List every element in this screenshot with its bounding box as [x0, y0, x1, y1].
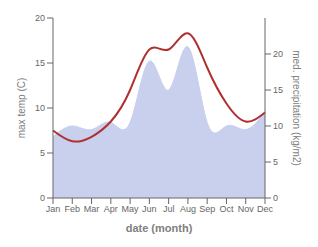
svg-text:Jun: Jun: [142, 204, 157, 214]
svg-text:med. precipitation (kg/m2): med. precipitation (kg/m2): [291, 50, 302, 166]
svg-text:Sep: Sep: [199, 204, 215, 214]
svg-text:max temp (C): max temp (C): [16, 78, 27, 139]
svg-text:0: 0: [273, 193, 278, 203]
svg-text:Mar: Mar: [84, 204, 100, 214]
svg-text:15: 15: [273, 85, 283, 95]
svg-text:15: 15: [35, 58, 45, 68]
svg-text:5: 5: [40, 148, 45, 158]
svg-text:20: 20: [273, 49, 283, 59]
svg-text:date (month): date (month): [126, 222, 193, 234]
svg-text:Feb: Feb: [65, 204, 81, 214]
svg-text:Dec: Dec: [257, 204, 274, 214]
svg-text:20: 20: [35, 13, 45, 23]
svg-text:Nov: Nov: [238, 204, 255, 214]
svg-text:5: 5: [273, 157, 278, 167]
svg-text:Jan: Jan: [46, 204, 61, 214]
svg-text:May: May: [122, 204, 140, 214]
svg-text:Aug: Aug: [180, 204, 196, 214]
svg-text:10: 10: [273, 121, 283, 131]
svg-text:Apr: Apr: [104, 204, 118, 214]
svg-text:Oct: Oct: [219, 204, 234, 214]
svg-text:0: 0: [40, 193, 45, 203]
svg-text:10: 10: [35, 103, 45, 113]
svg-text:Jul: Jul: [163, 204, 175, 214]
